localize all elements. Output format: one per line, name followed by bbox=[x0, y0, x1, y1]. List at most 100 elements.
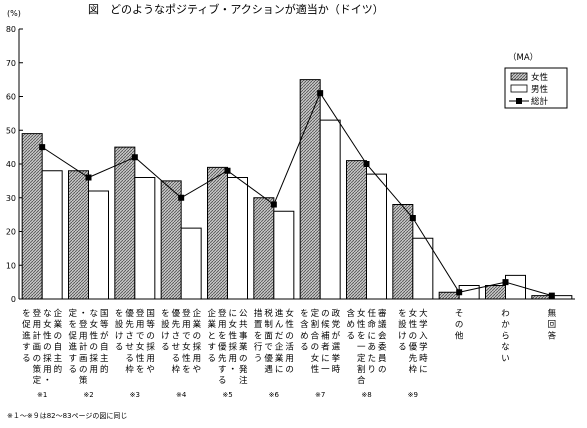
x-label-char: 優 bbox=[125, 308, 134, 319]
x-label-char: 時 bbox=[332, 365, 341, 375]
x-label-char: 用 bbox=[285, 354, 294, 364]
bar-male bbox=[41, 170, 63, 300]
x-label-note: ※8 bbox=[361, 391, 371, 399]
x-label-char: さ bbox=[172, 331, 181, 341]
y-tick-label: 0 bbox=[11, 295, 16, 304]
x-label-char: 女 bbox=[182, 342, 191, 353]
x-label-char: 一 bbox=[357, 343, 366, 353]
x-label-char: 性 bbox=[311, 364, 320, 375]
x-label-char: 促 bbox=[22, 319, 31, 330]
x-label-char: め bbox=[346, 320, 355, 330]
total-line bbox=[39, 90, 555, 299]
total-point bbox=[178, 194, 185, 201]
x-label-char: 女 bbox=[136, 342, 145, 353]
x-label-char: を bbox=[136, 365, 145, 375]
x-label-char: の bbox=[321, 309, 330, 319]
x-label-char: か bbox=[501, 320, 510, 330]
x-label-char: を bbox=[182, 365, 191, 375]
chart-title: 図 どのようなポジティブ・アクションが適当か（ドイツ） bbox=[88, 2, 384, 16]
bar-female bbox=[21, 133, 43, 300]
x-label-char: で bbox=[182, 331, 191, 341]
x-label-char: 党 bbox=[332, 319, 341, 330]
x-label-char: 企 bbox=[207, 308, 216, 319]
total-line-path bbox=[41, 92, 552, 297]
y-tick-label: 80 bbox=[6, 25, 16, 34]
x-label-char: 等 bbox=[100, 319, 109, 330]
x-label-char: の bbox=[285, 365, 294, 375]
x-label-char: 設 bbox=[161, 319, 170, 330]
x-label-char: 性 bbox=[228, 330, 237, 341]
x-label-char: 業 bbox=[54, 319, 63, 330]
x-label-char: 的 bbox=[54, 364, 63, 375]
total-point bbox=[39, 144, 46, 151]
x-label-char: が bbox=[100, 330, 109, 341]
x-label-char: 員 bbox=[378, 354, 387, 364]
x-label-char: 補 bbox=[321, 330, 330, 341]
x-label-char: の bbox=[43, 343, 52, 353]
x-label-note: ※4 bbox=[176, 391, 187, 399]
x-label-char: 面 bbox=[264, 331, 273, 341]
x-label-note: ※1 bbox=[37, 391, 47, 399]
x-label-char: 定 bbox=[68, 308, 77, 319]
legend-swatch-male bbox=[510, 84, 528, 93]
x-label-char: 行 bbox=[254, 342, 263, 353]
x-label-char: 回 bbox=[548, 320, 557, 330]
bar-female bbox=[485, 285, 506, 300]
x-label-char: る bbox=[115, 343, 124, 353]
x-label-char: 用 bbox=[89, 365, 98, 375]
x-label-char: 審 bbox=[378, 308, 387, 319]
x-label-char: 挙 bbox=[332, 353, 341, 364]
x-label-char: 税 bbox=[264, 308, 273, 319]
x-label-char: に bbox=[367, 331, 376, 341]
x-label-char: す bbox=[68, 354, 77, 364]
x-label-char: に bbox=[275, 365, 284, 375]
x-label-char: 遇 bbox=[264, 365, 273, 375]
x-label-char: 設 bbox=[398, 319, 407, 330]
x-label-char: 登 bbox=[136, 308, 145, 319]
y-tick-label: 40 bbox=[6, 160, 16, 169]
x-label-note: ※5 bbox=[222, 391, 232, 399]
x-label-char: 登 bbox=[218, 308, 227, 319]
x-label-char: 置 bbox=[254, 320, 263, 330]
x-label-char: 採 bbox=[43, 353, 52, 364]
x-label-char: の bbox=[311, 343, 320, 353]
x-label-char: を bbox=[254, 331, 263, 341]
x-label-char: 促 bbox=[68, 330, 77, 341]
footnote: ※１〜※９は82〜83ページの図に同じ bbox=[7, 412, 127, 420]
x-label-char: 採 bbox=[193, 342, 202, 353]
bar-female bbox=[114, 146, 136, 300]
x-label-char: 任 bbox=[367, 308, 376, 319]
y-tick-label: 70 bbox=[6, 59, 16, 68]
x-label-char: 優 bbox=[218, 342, 227, 353]
x-label-char: る bbox=[300, 343, 309, 353]
x-label-char: 採 bbox=[146, 342, 155, 353]
y-tick-label: 30 bbox=[6, 194, 16, 203]
x-label-char: 用 bbox=[136, 320, 145, 330]
x-label-char: 用 bbox=[193, 354, 202, 364]
bar-male bbox=[180, 227, 202, 300]
x-label-char: に bbox=[419, 365, 428, 375]
x-label-char: の bbox=[146, 331, 155, 341]
x-label-char: 無 bbox=[548, 308, 557, 319]
x-label-char: 用 bbox=[79, 331, 88, 341]
x-label-char: 女 bbox=[357, 308, 366, 319]
x-label-note: ※7 bbox=[315, 391, 325, 399]
x-label-char: 命 bbox=[367, 319, 376, 330]
x-label-char: 措 bbox=[254, 308, 263, 319]
x-label-char: 国 bbox=[100, 309, 109, 319]
x-label-char: を bbox=[161, 309, 170, 319]
x-label-char: ・ bbox=[79, 309, 88, 319]
x-label-char: る bbox=[125, 354, 134, 364]
total-point bbox=[131, 154, 138, 161]
total-point bbox=[270, 201, 277, 208]
legend-label-female: 女性 bbox=[531, 72, 549, 83]
x-label-char: の bbox=[79, 365, 88, 375]
x-label-char: の bbox=[378, 365, 387, 375]
x-label-char: 画 bbox=[79, 354, 88, 364]
x-label-char: る bbox=[22, 354, 31, 364]
x-label-note: ※6 bbox=[269, 391, 280, 399]
x-label-char: さ bbox=[125, 331, 134, 341]
x-label-char: 用 bbox=[228, 354, 237, 364]
x-label-char: 優 bbox=[409, 342, 418, 353]
x-label-char: 優 bbox=[264, 353, 273, 364]
